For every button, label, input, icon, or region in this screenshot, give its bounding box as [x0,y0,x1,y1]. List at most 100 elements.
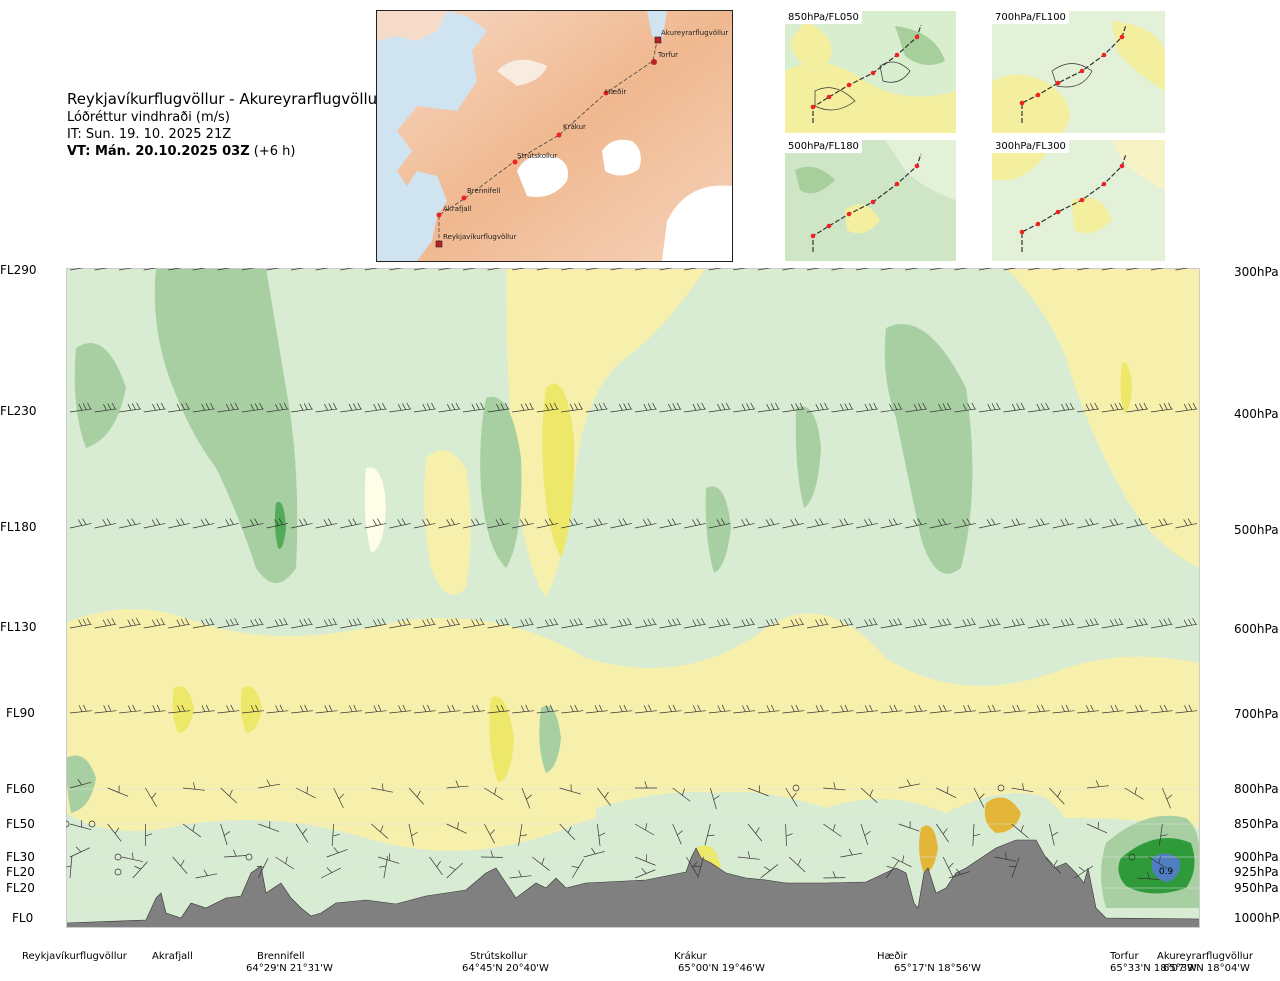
wind-barb [1148,856,1168,869]
wind-barb [192,618,215,629]
wind-barb [69,704,92,714]
wind-barb [659,402,682,413]
wind-barb [121,852,143,862]
route-point-name: Akrafjall [152,951,193,962]
cross-section-plot: 0.9 [66,268,1200,928]
wind-barb [597,787,611,806]
wind-barb [954,268,971,271]
wind-barb [954,704,977,714]
wind-barb [66,856,73,879]
wind-barb [708,618,731,629]
wind-barb [831,268,848,271]
calm-marker [114,853,122,861]
wind-barb [954,618,977,629]
route-point-name: Akureyrarflugvöllur [1157,951,1254,962]
wind-barb [145,787,157,808]
wind-barb [978,518,1001,529]
wind-barb [891,855,912,868]
wind-barb [782,518,804,529]
wind-barb [143,618,166,629]
route-point-reykjavik: Reykjavíkurflugvöllur [22,951,127,963]
wind-barb [168,268,182,271]
hpa-label-500: 500hPa [1234,523,1279,537]
wind-barb [1074,865,1094,879]
wind-barb [389,518,411,529]
wind-barb [1045,856,1061,874]
valid-time: VT: Mán. 20.10.2025 03Z (+6 h) [67,143,387,160]
wind-barb [856,268,873,271]
terrain [66,839,1200,928]
map-label-akrafjall: Akrafjall [443,205,472,213]
fl-label-180: FL180 [0,520,37,534]
wind-barb [532,856,550,871]
wind-barb [340,704,363,714]
wind-barb [1126,618,1149,629]
wind-barb [610,402,633,413]
wind-barb [389,704,412,714]
wind-barb [806,618,829,629]
wind-barb [512,518,534,529]
fl-label-20b: FL20 [6,881,35,895]
wind-barb [536,402,559,413]
wind-barb [320,867,341,879]
wind-barb [315,618,338,629]
route-point-name: Krákur [674,951,707,962]
route-point-haedir: Hæðir 65°17'N 18°56'W [877,951,981,975]
mini-map-300-svg [992,140,1165,261]
wind-barb [905,518,927,529]
wind-barb [823,871,846,879]
fl-label-50: FL50 [6,817,35,831]
wind-barb [672,787,691,802]
wind-barb [413,268,428,271]
mini-map-850-label: 850hPa/FL050 [785,11,862,24]
wind-barb [429,856,443,876]
wind-barb [315,268,330,271]
glacier-vatnajokull [662,185,732,261]
route-line [438,40,658,244]
wind-barb [585,518,608,529]
wind-barb [536,518,559,529]
map-label-torfur: Torfur [657,51,678,59]
wind-barb [389,268,403,271]
wind-barb [1101,268,1118,271]
wind-barb [733,618,755,629]
wind-barb [291,704,314,714]
wind-barb [258,821,280,832]
wind-barb [119,518,141,529]
wind-barb [1011,823,1029,839]
neutral-column [364,467,386,553]
downdraft-mod-region-2 [74,343,126,448]
downdraft-mod-region-7 [539,706,561,773]
wind-barb [880,268,897,271]
wind-barb [929,402,952,413]
wind-barb [1086,780,1109,789]
wind-barb [220,823,231,846]
wind-barb [634,704,657,714]
route-point-name: Torfur [1110,951,1139,962]
wind-barb [521,787,532,809]
downdraft-mod-region-5 [795,406,821,508]
wind-barb [446,822,467,834]
wind-barb [978,704,1001,714]
wind-barb [733,518,755,529]
wind-barb [929,618,952,629]
wind-barb [708,402,731,413]
route-point-name: Strútskollur [470,951,528,962]
wind-barb [241,268,256,271]
wind-barb [143,268,158,271]
wind-barb [823,823,842,837]
wind-barb [708,268,723,271]
wind-barb [757,402,780,413]
wind-barb [1027,402,1050,413]
wind-barb [929,518,952,529]
wind-barb [1158,823,1168,846]
land [397,11,732,261]
map-label-strutskollur: Strútskollur [517,152,557,160]
airport-icon [435,240,443,248]
point-marker [436,212,442,218]
wind-barb [1003,268,1020,271]
wind-barb [509,870,532,879]
wind-barb [994,852,1017,862]
wind-barb [364,704,387,714]
wind-barb [119,268,133,271]
